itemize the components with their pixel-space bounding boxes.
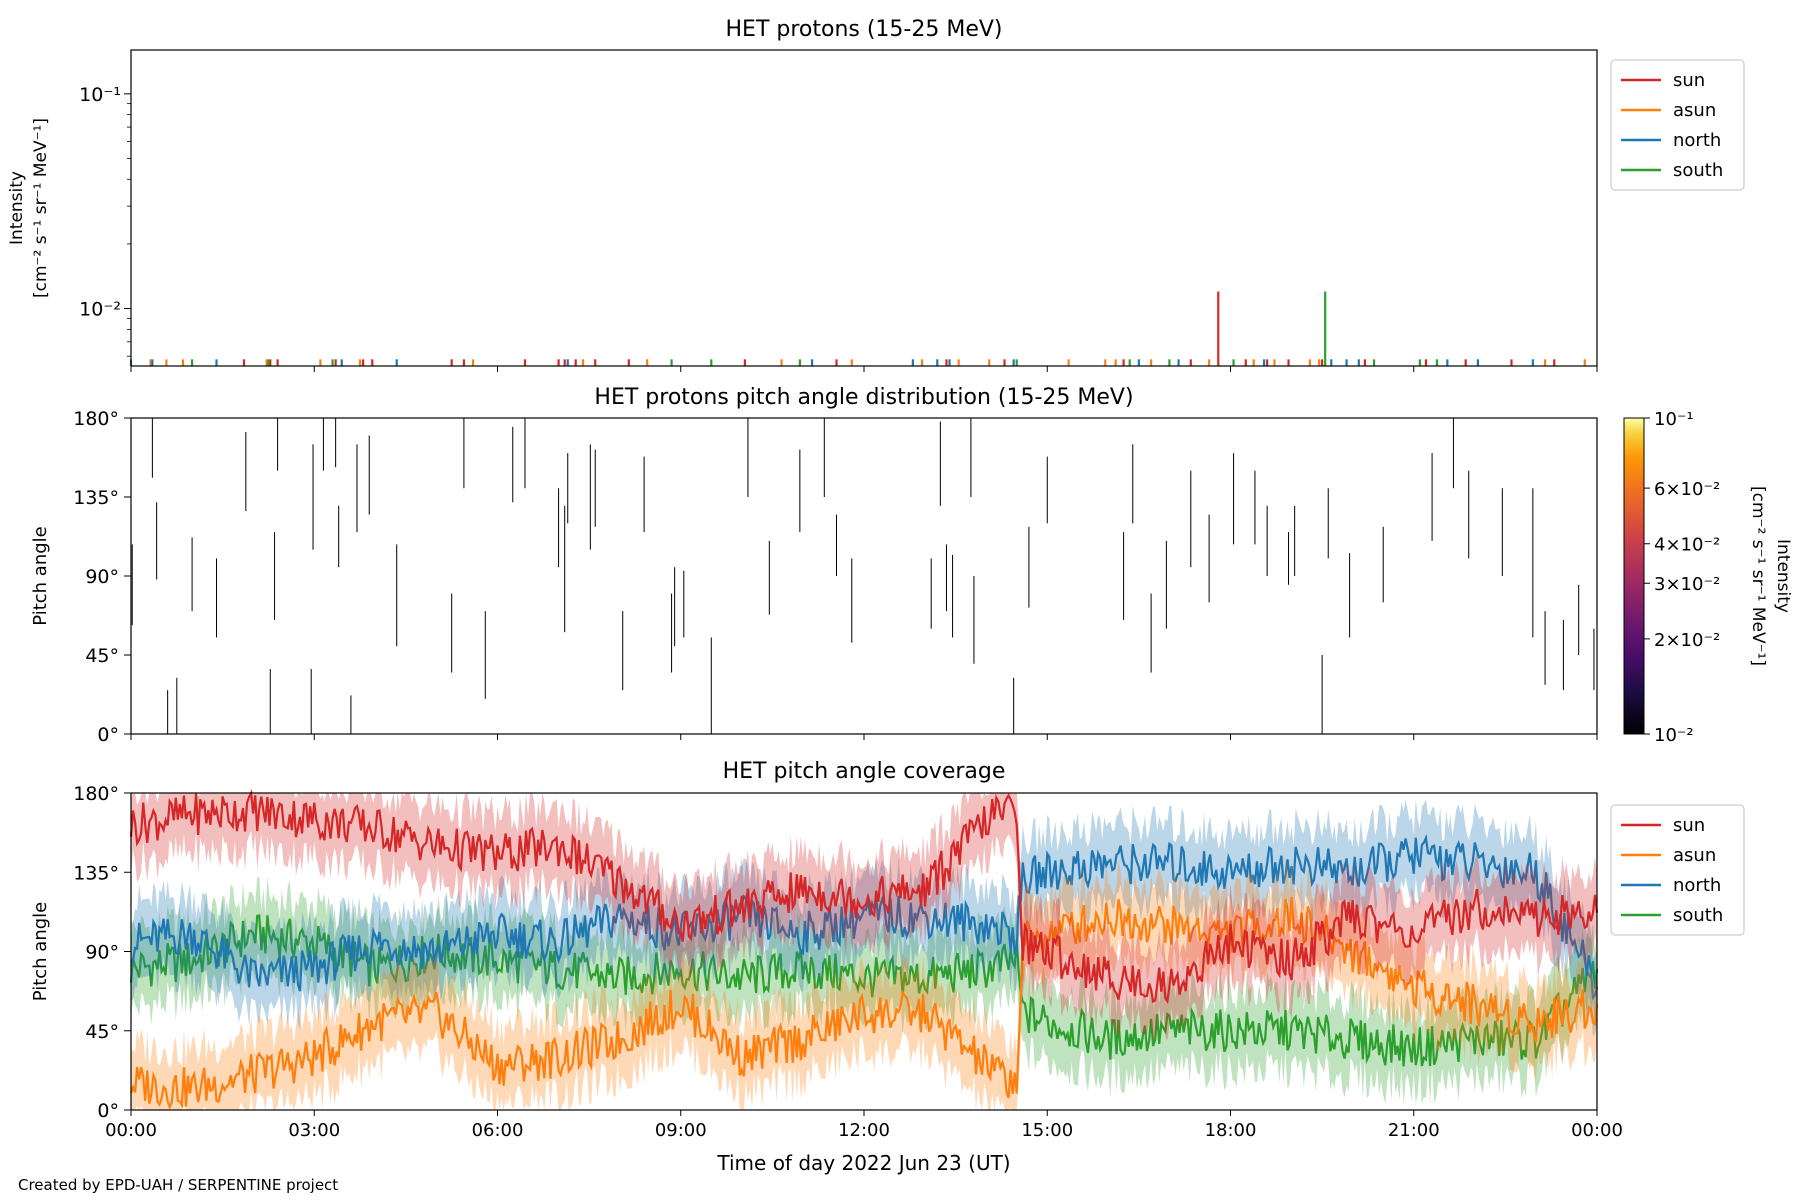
panel3-title: HET pitch angle coverage [723,759,1006,784]
y-tick-label: 0° [97,724,119,746]
colorbar-label: Intensity [1773,539,1793,613]
y-tick-label: 0° [97,1100,119,1122]
colorbar-tick-label: 10⁻² [1654,725,1694,746]
y-tick-label: 135° [73,862,119,884]
legend-label-north: north [1673,875,1721,896]
x-tick-label: 15:00 [1021,1120,1073,1141]
colorbar-label-units: [cm⁻² s⁻¹ sr⁻¹ MeV⁻¹] [1748,486,1768,666]
x-tick-label: 03:00 [288,1120,340,1141]
legend-label-north: north [1673,130,1721,151]
x-axis-label: Time of day 2022 Jun 23 (UT) [716,1151,1010,1175]
legend-label-sun: sun [1673,815,1705,836]
y-tick-label: 45° [85,1021,119,1043]
legend-box-1 [1610,59,1745,191]
colorbar-tick-label: 6×10⁻² [1654,479,1720,500]
y-tick-label: 90° [85,942,119,964]
coverage-line-north [130,833,1599,1001]
y-tick-label: 45° [85,645,119,667]
colorbar-tick-label: 2×10⁻² [1654,630,1720,651]
legend-label-south: south [1673,905,1723,926]
x-tick-label: 21:00 [1388,1120,1440,1141]
x-tick-label: 18:00 [1205,1120,1257,1141]
x-tick-label: 00:00 [105,1120,157,1141]
panel1-ylabel-units: [cm⁻² s⁻¹ sr⁻¹ MeV⁻¹] [31,118,51,298]
y-tick-label: 10⁻² [79,299,121,321]
legend-box-3 [1610,804,1745,936]
coverage-band-north [131,798,1597,1037]
legend-label-south: south [1673,160,1723,181]
y-tick-label: 180° [73,783,119,805]
panel2-ylabel: Pitch angle [30,526,51,625]
panel1-title: HET protons (15-25 MeV) [726,17,1003,42]
legend-label-asun: asun [1673,100,1716,121]
legend-label-sun: sun [1673,70,1705,91]
panel2-title: HET protons pitch angle distribution (15… [594,385,1133,410]
coverage-line-south [129,914,1599,1067]
x-tick-label: 12:00 [838,1120,890,1141]
x-tick-label: 06:00 [472,1120,524,1141]
plot-frame-1 [130,49,1598,367]
y-tick-label: 90° [85,566,119,588]
x-tick-label: 00:00 [1571,1120,1623,1141]
y-tick-label: 135° [73,487,119,509]
colorbar-tick-label: 3×10⁻² [1654,574,1720,595]
colorbar-tick-label: 4×10⁻² [1654,535,1720,556]
x-tick-label: 09:00 [655,1120,707,1141]
colorbar [1623,417,1645,735]
colorbar-tick-label: 10⁻¹ [1654,409,1694,430]
y-tick-label: 180° [73,408,119,430]
legend-label-asun: asun [1673,845,1716,866]
y-tick-label: 10⁻¹ [79,84,121,106]
coverage-line-asun [129,896,1599,1110]
coverage-line-sun [129,789,1599,1005]
plot-frame-2 [130,417,1598,735]
credit-text: Created by EPD-UAH / SERPENTINE project [18,1176,339,1194]
panel3-ylabel: Pitch angle [30,902,51,1001]
panel1-ylabel: Intensity [7,171,27,245]
